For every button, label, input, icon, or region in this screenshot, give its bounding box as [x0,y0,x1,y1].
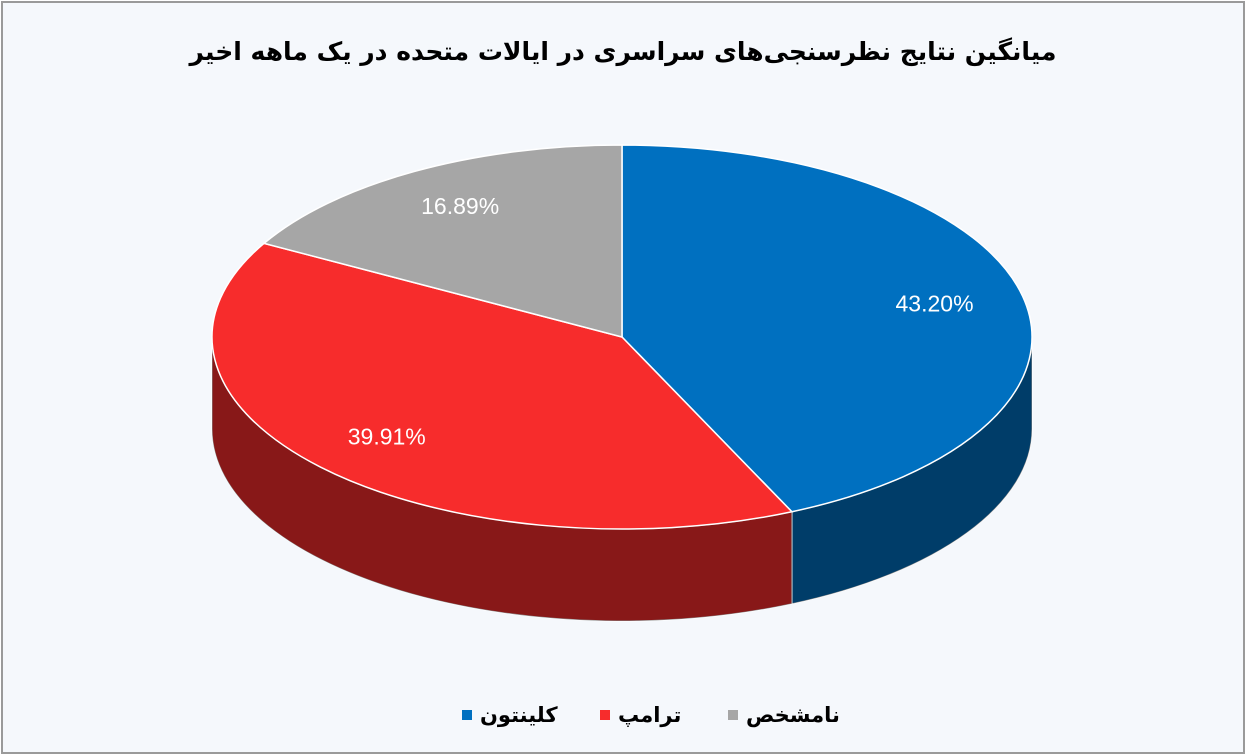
legend-label: کلینتون [480,703,558,727]
legend-swatch [600,710,610,720]
slice [262,144,623,338]
legend-label: نامشخص [746,703,840,727]
side-shade [791,337,1032,604]
value-label: 39.91% [348,424,426,450]
legend-swatch [728,710,738,720]
value-label: 43.20% [896,290,974,316]
legend-swatch [462,710,472,720]
slice [211,242,794,530]
slice [621,144,1033,513]
side-shade [212,337,792,621]
chart-title: میانگین نتایج نظرسنجی‌های سراسری در ایال… [187,37,1056,67]
legend-label: ترامپ [618,703,681,727]
value-label: 16.89% [421,193,499,219]
